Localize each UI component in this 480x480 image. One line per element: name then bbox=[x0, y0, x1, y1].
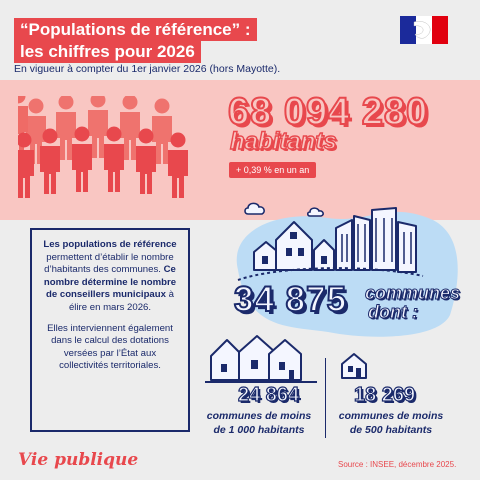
communes-divider bbox=[325, 358, 326, 438]
cloud-icon bbox=[306, 207, 324, 217]
small-house-icon bbox=[341, 353, 367, 379]
subtitle: En vigueur à compter du 1er janvier 2026… bbox=[14, 63, 281, 75]
info-text-1: permettent d’établir le nombre d’habitan… bbox=[44, 251, 174, 276]
info-bold-1: Les populations de référence bbox=[43, 239, 177, 250]
communes-under-500-value: 18 269 bbox=[353, 383, 416, 406]
vie-publique-logo: Vie publique bbox=[18, 450, 139, 470]
title-line-1: “Populations de référence” : bbox=[14, 18, 257, 41]
city-buildings-icon bbox=[236, 202, 458, 337]
label-line: communes de moins bbox=[338, 410, 444, 422]
communes-dont: dont : bbox=[368, 302, 419, 323]
marianne-logo-icon bbox=[400, 16, 448, 44]
info-paragraph-1: Les populations de référence permettent … bbox=[40, 239, 180, 315]
communes-under-500-label: communes de moins de 500 habitants bbox=[334, 409, 448, 437]
label-line: de 1 000 habitants bbox=[213, 424, 305, 436]
title-line-2: les chiffres pour 2026 bbox=[14, 40, 201, 63]
houses-group-icon bbox=[205, 335, 317, 383]
info-bold-2: Ce nombre détermine le nombre de conseil… bbox=[43, 264, 177, 301]
population-unit: habitants bbox=[229, 127, 337, 155]
info-text-2: à élire en mars 2026. bbox=[68, 289, 174, 313]
info-box: Les populations de référence permettent … bbox=[30, 228, 190, 432]
population-change-badge: + 0,39 % en un an bbox=[229, 162, 317, 178]
population-value: 68 094 280 bbox=[227, 90, 429, 134]
communes-under-1000-label: communes de moins de 1 000 habitants bbox=[202, 409, 316, 437]
communes-total: 34 875 bbox=[233, 279, 348, 320]
source-text: Source : INSEE, décembre 2025. bbox=[338, 460, 457, 469]
people-crowd-icon bbox=[18, 96, 188, 198]
cloud-icon bbox=[244, 202, 265, 215]
info-paragraph-2: Elles interviennent également dans le ca… bbox=[47, 322, 173, 372]
communes-under-1000-value: 24 864 bbox=[237, 383, 300, 406]
label-line: de 500 habitants bbox=[349, 424, 433, 436]
communes-word: communes bbox=[364, 283, 461, 304]
label-line: communes de moins bbox=[206, 410, 312, 422]
